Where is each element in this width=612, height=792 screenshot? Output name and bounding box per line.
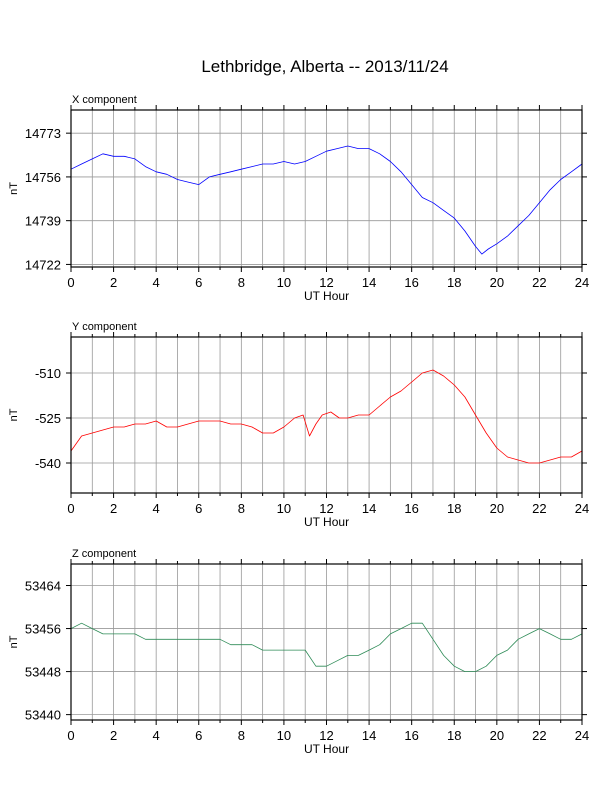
y-tick-label: 53448 (25, 665, 61, 680)
x-tick-label: 2 (110, 275, 117, 290)
panel-title: X component (72, 94, 137, 106)
y-tick-label: 14739 (25, 214, 61, 229)
x-axis-label: UT Hour (304, 289, 349, 303)
x-tick-label: 20 (490, 728, 504, 743)
x-tick-label: 0 (67, 501, 74, 516)
series-line (70, 369, 583, 464)
x-tick-label: 10 (277, 501, 291, 516)
x-tick-label: 8 (238, 501, 245, 516)
x-tick-label: 4 (153, 501, 160, 516)
y-tick-label: 53440 (25, 708, 61, 723)
x-tick-label: 12 (319, 501, 333, 516)
x-tick-label: 2 (110, 501, 117, 516)
x-tick-label: 4 (153, 275, 160, 290)
x-tick-label: 10 (277, 728, 291, 743)
x-tick-label: 6 (195, 501, 202, 516)
x-tick-label: 14 (362, 275, 376, 290)
y-tick-label: 53456 (25, 622, 61, 637)
x-tick-label: 22 (532, 728, 546, 743)
x-tick-label: 18 (447, 275, 461, 290)
x-tick-label: 0 (67, 275, 74, 290)
x-tick-label: 18 (447, 728, 461, 743)
y-axis-label: nT (8, 182, 20, 195)
x-tick-label: 18 (447, 501, 461, 516)
x-tick-label: 8 (238, 728, 245, 743)
x-axis-label: UT Hour (304, 742, 349, 756)
x-tick-label: 10 (277, 275, 291, 290)
series-line (70, 145, 583, 255)
x-tick-label: 16 (404, 728, 418, 743)
x-tick-label: 22 (532, 501, 546, 516)
x-tick-label: 20 (490, 501, 504, 516)
x-tick-label: 24 (575, 275, 589, 290)
x-tick-label: 6 (195, 275, 202, 290)
x-tick-label: 22 (532, 275, 546, 290)
x-axis-label: UT Hour (304, 515, 349, 529)
panel-title: Z component (72, 548, 136, 560)
x-tick-label: 8 (238, 275, 245, 290)
x-tick-label: 14 (362, 728, 376, 743)
y-tick-label: -525 (35, 411, 61, 426)
y-axis-label: nT (8, 635, 20, 648)
panel-2 (66, 332, 587, 498)
page-title: Lethbridge, Alberta -- 2013/11/24 (201, 57, 449, 76)
x-tick-label: 24 (575, 728, 589, 743)
x-tick-label: 12 (319, 728, 333, 743)
x-tick-label: 6 (195, 728, 202, 743)
x-tick-label: 12 (319, 275, 333, 290)
y-tick-label: -510 (35, 366, 61, 381)
series-line (70, 622, 583, 672)
x-tick-label: 4 (153, 728, 160, 743)
x-tick-label: 16 (404, 501, 418, 516)
y-tick-label: 14773 (25, 126, 61, 141)
y-axis-label: nT (8, 408, 20, 421)
x-tick-label: 2 (110, 728, 117, 743)
x-tick-label: 24 (575, 501, 589, 516)
y-tick-label: 14756 (25, 170, 61, 185)
x-tick-label: 16 (404, 275, 418, 290)
y-tick-label: 14722 (25, 257, 61, 272)
panel-3 (66, 559, 587, 725)
y-tick-label: 53464 (25, 579, 61, 594)
panel-title: Y component (72, 321, 137, 333)
x-tick-label: 0 (67, 728, 74, 743)
x-tick-label: 14 (362, 501, 376, 516)
x-tick-label: 20 (490, 275, 504, 290)
y-tick-label: -540 (35, 456, 61, 471)
panel-1 (66, 105, 587, 272)
